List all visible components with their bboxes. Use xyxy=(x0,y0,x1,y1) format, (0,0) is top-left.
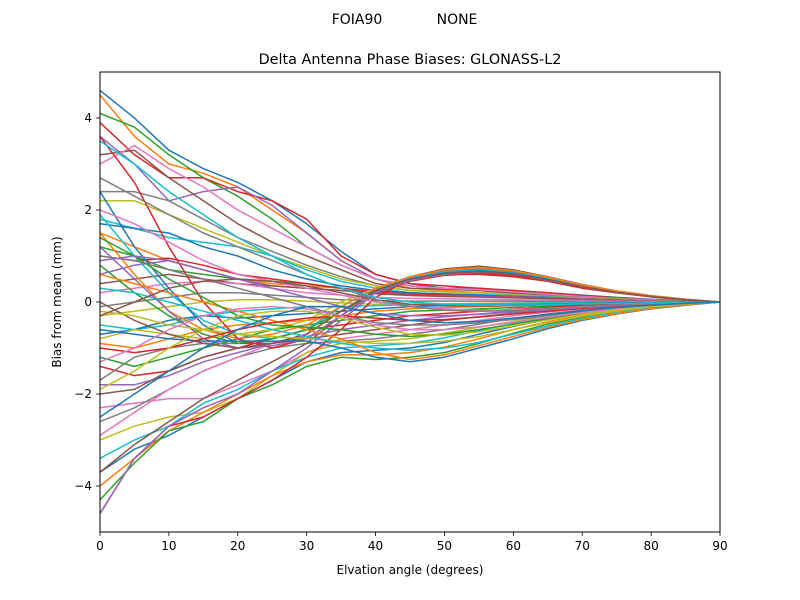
x-tick-label: 30 xyxy=(299,539,314,553)
x-axis: 0 10 20 30 40 50 60 70 80 90 xyxy=(96,532,728,553)
series-line xyxy=(100,287,720,352)
x-tick-label: 80 xyxy=(643,539,658,553)
x-tick-label: 70 xyxy=(575,539,590,553)
y-tick-label: 0 xyxy=(84,295,92,309)
suptitle-left: FOIA90 xyxy=(332,12,383,28)
x-tick-label: 50 xyxy=(437,539,452,553)
series-line xyxy=(100,301,720,418)
x-tick-label: 40 xyxy=(368,539,383,553)
y-axis: −4 −2 0 2 4 xyxy=(74,111,100,493)
series-line xyxy=(100,292,720,308)
y-tick-label: 4 xyxy=(84,111,92,125)
series-line xyxy=(100,140,720,306)
series-line xyxy=(100,301,720,363)
y-tick-label: −4 xyxy=(74,479,92,493)
x-tick-label: 0 xyxy=(96,539,104,553)
x-tick-label: 90 xyxy=(712,539,727,553)
series-line xyxy=(100,270,720,349)
x-tick-label: 10 xyxy=(161,539,176,553)
series-line xyxy=(100,301,720,391)
series-line xyxy=(100,273,720,361)
series-layer xyxy=(100,89,720,514)
x-tick-label: 20 xyxy=(230,539,245,553)
x-axis-label: Elvation angle (degrees) xyxy=(337,563,484,577)
y-tick-label: −2 xyxy=(74,387,92,401)
x-tick-label: 60 xyxy=(506,539,521,553)
chart-title: Delta Antenna Phase Biases: GLONASS-L2 xyxy=(259,52,562,68)
y-axis-label: Bias from mean (mm) xyxy=(50,236,64,367)
y-tick-label: 2 xyxy=(84,203,92,217)
series-line xyxy=(100,177,720,312)
suptitle-right: NONE xyxy=(437,12,478,28)
